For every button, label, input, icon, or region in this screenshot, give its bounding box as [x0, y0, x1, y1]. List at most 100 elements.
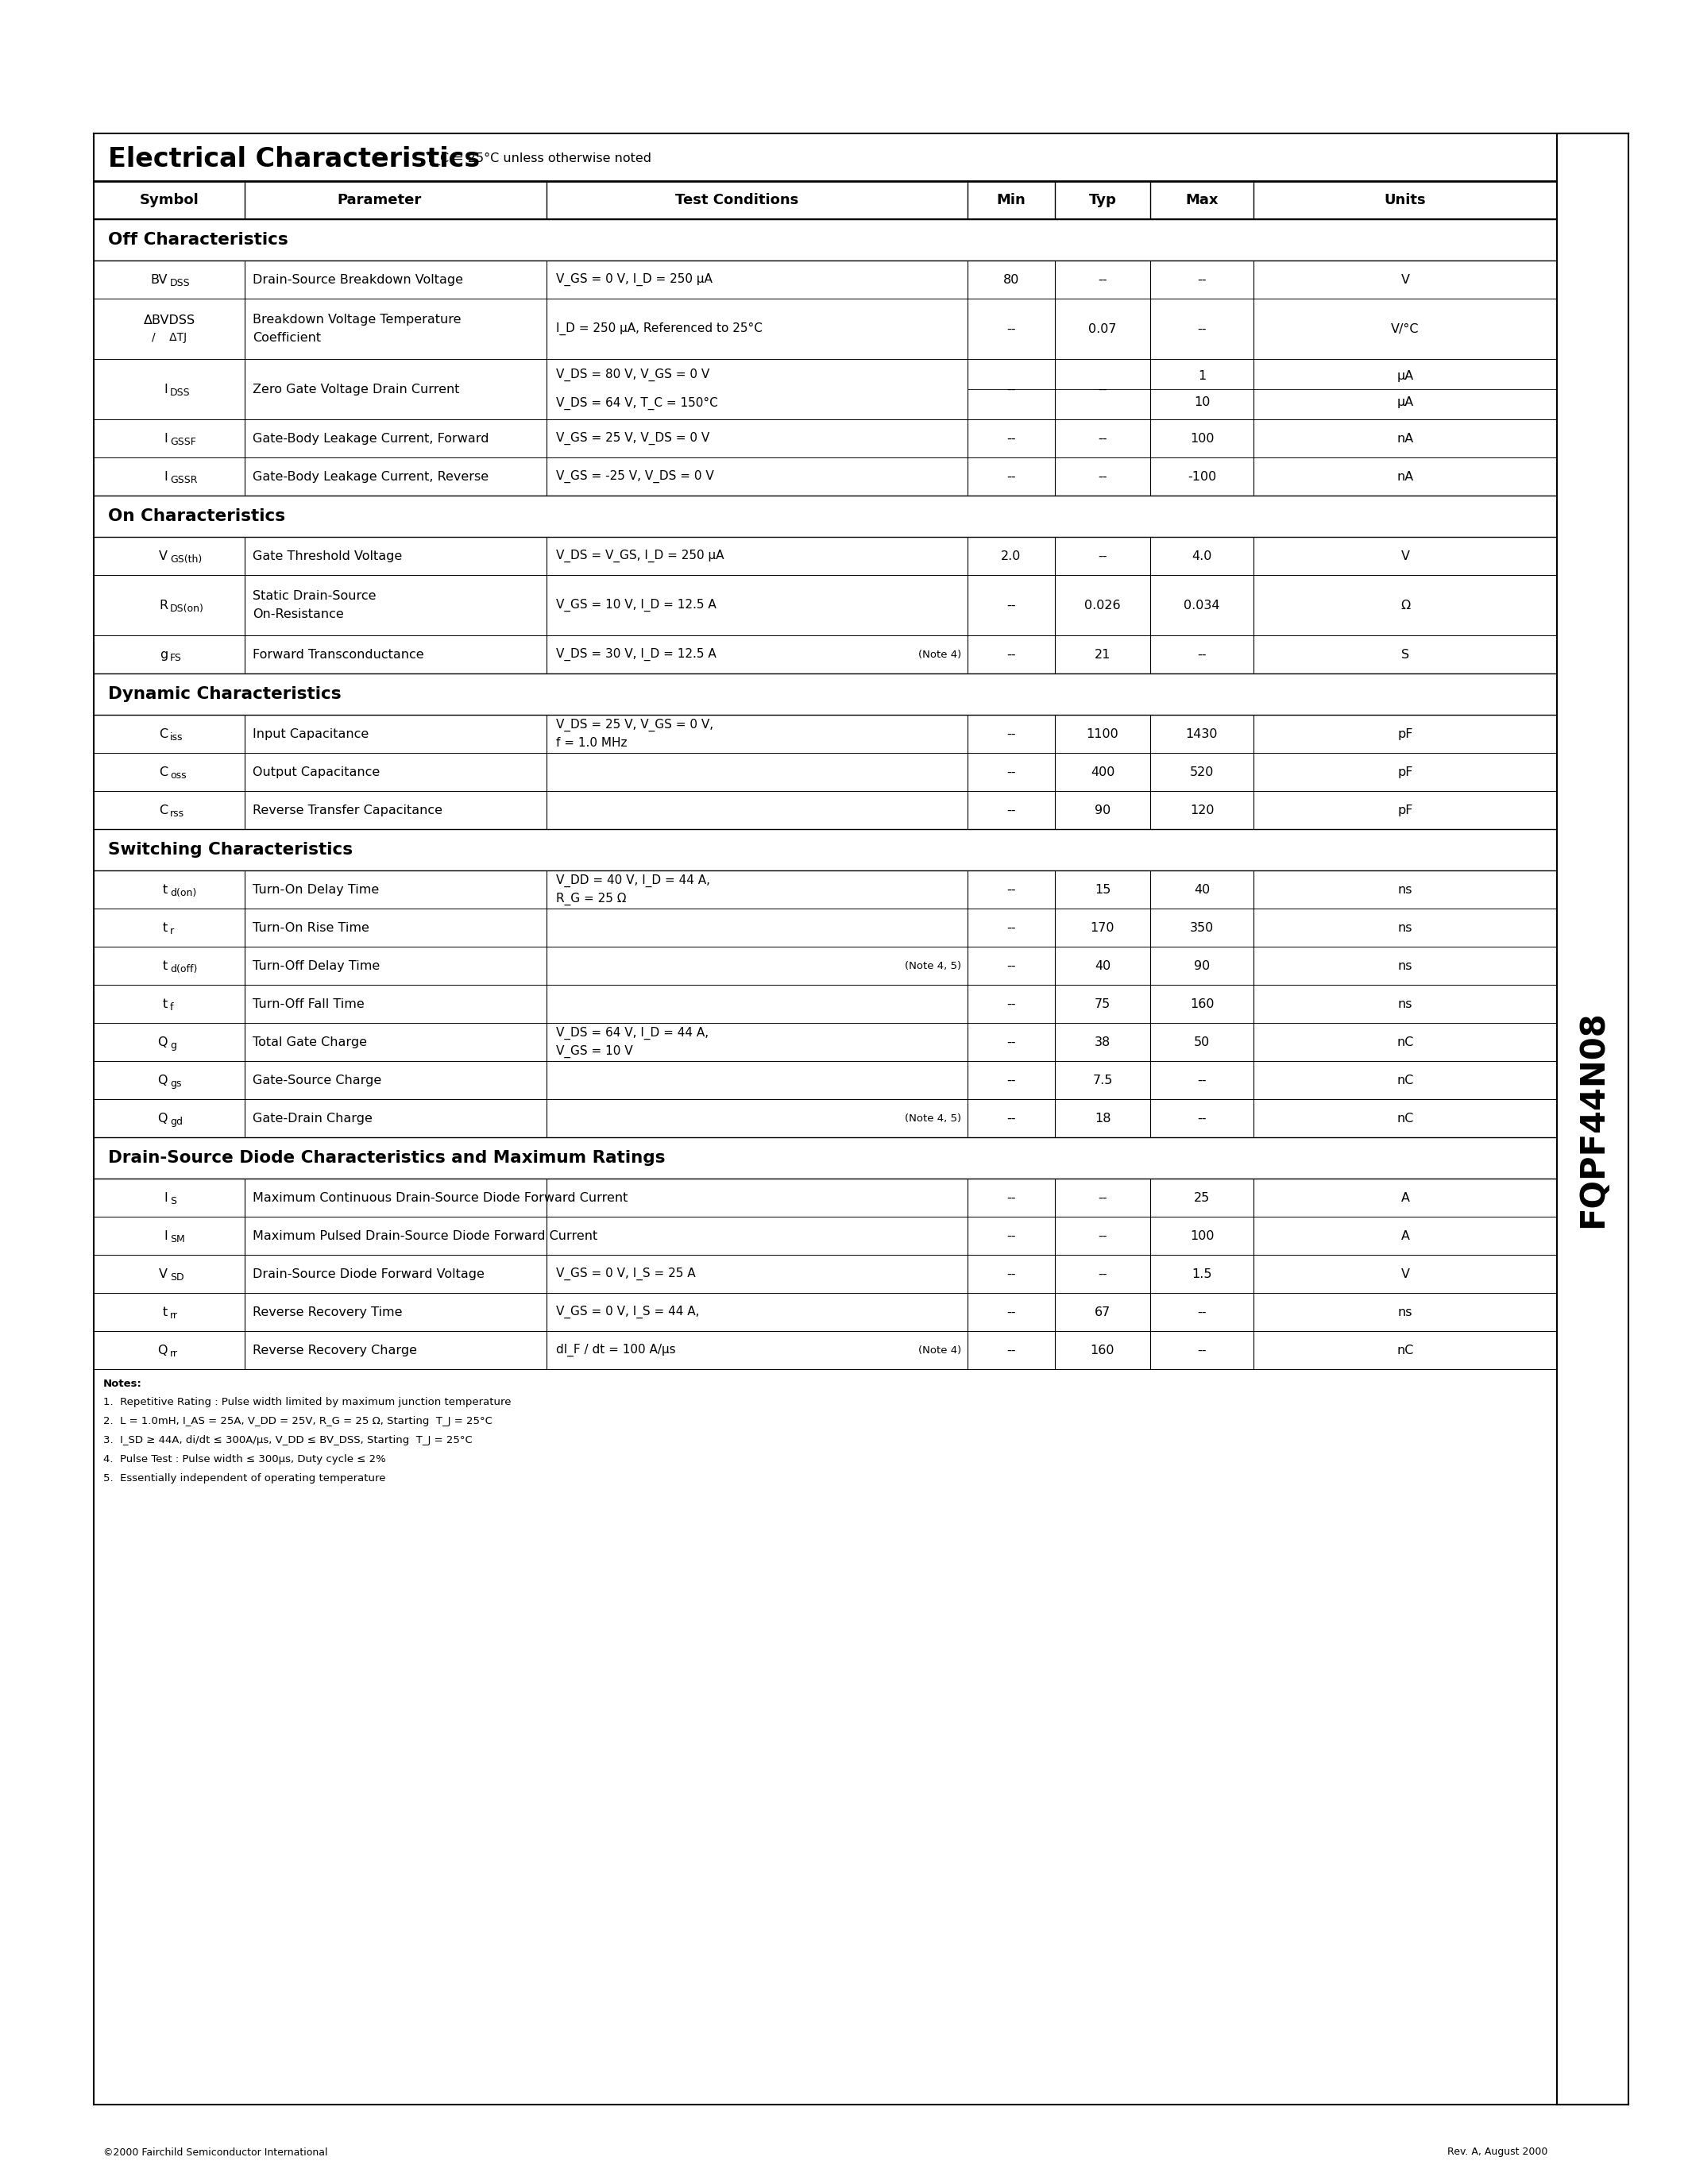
Text: --: -- — [1097, 1192, 1107, 1203]
Text: 10: 10 — [1193, 397, 1210, 408]
Text: d(on): d(on) — [170, 887, 196, 898]
Text: V_DS = 30 V, I_D = 12.5 A: V_DS = 30 V, I_D = 12.5 A — [555, 649, 716, 662]
Text: 5.  Essentially independent of operating temperature: 5. Essentially independent of operating … — [103, 1474, 385, 1483]
Text: Turn-Off Fall Time: Turn-Off Fall Time — [253, 998, 365, 1009]
Text: Coefficient: Coefficient — [253, 332, 321, 343]
Text: --: -- — [1006, 959, 1016, 972]
Text: --: -- — [1097, 382, 1107, 395]
Text: Test Conditions: Test Conditions — [675, 192, 798, 207]
Text: nA: nA — [1396, 432, 1413, 443]
Text: Gate-Body Leakage Current, Forward: Gate-Body Leakage Current, Forward — [253, 432, 490, 443]
Text: V_GS = 0 V, I_S = 44 A,: V_GS = 0 V, I_S = 44 A, — [555, 1306, 699, 1319]
Text: A: A — [1401, 1192, 1409, 1203]
Text: t: t — [162, 959, 167, 972]
Text: (Note 4, 5): (Note 4, 5) — [905, 961, 960, 972]
Text: 50: 50 — [1193, 1035, 1210, 1048]
Text: Maximum Continuous Drain-Source Diode Forward Current: Maximum Continuous Drain-Source Diode Fo… — [253, 1192, 628, 1203]
Text: --: -- — [1006, 432, 1016, 443]
Text: --: -- — [1006, 804, 1016, 817]
Text: On-Resistance: On-Resistance — [253, 609, 344, 620]
Text: C: C — [159, 727, 167, 740]
Text: ns: ns — [1398, 998, 1413, 1009]
Text: R_G = 25 Ω: R_G = 25 Ω — [555, 893, 626, 904]
Text: 520: 520 — [1190, 767, 1214, 778]
Text: ΔBVDSS: ΔBVDSS — [143, 314, 196, 325]
Text: --: -- — [1006, 1075, 1016, 1085]
Text: nC: nC — [1396, 1112, 1415, 1125]
Text: rr: rr — [170, 1310, 177, 1321]
Text: 40: 40 — [1193, 885, 1210, 895]
Text: 1.  Repetitive Rating : Pulse width limited by maximum junction temperature: 1. Repetitive Rating : Pulse width limit… — [103, 1398, 511, 1409]
Text: Total Gate Charge: Total Gate Charge — [253, 1035, 366, 1048]
Text: I: I — [164, 382, 167, 395]
Text: r: r — [170, 926, 174, 937]
Text: g: g — [170, 1040, 176, 1051]
Text: (Note 4): (Note 4) — [918, 649, 960, 660]
Text: I: I — [164, 470, 167, 483]
Text: GSSR: GSSR — [170, 474, 197, 485]
Text: f = 1.0 MHz: f = 1.0 MHz — [555, 736, 628, 749]
Text: --: -- — [1006, 1269, 1016, 1280]
Text: S: S — [170, 1195, 176, 1206]
Text: --: -- — [1097, 432, 1107, 443]
Text: nC: nC — [1396, 1075, 1415, 1085]
Text: oss: oss — [170, 771, 186, 780]
Text: --: -- — [1006, 727, 1016, 740]
Text: I: I — [164, 432, 167, 443]
Text: V_GS = 10 V, I_D = 12.5 A: V_GS = 10 V, I_D = 12.5 A — [555, 598, 716, 612]
Text: --: -- — [1006, 649, 1016, 660]
Text: V_DD = 40 V, I_D = 44 A,: V_DD = 40 V, I_D = 44 A, — [555, 874, 711, 887]
Text: gs: gs — [170, 1079, 182, 1088]
Text: DSS: DSS — [170, 387, 191, 397]
Text: DSS: DSS — [170, 277, 191, 288]
Text: C: C — [159, 767, 167, 778]
Text: Reverse Recovery Charge: Reverse Recovery Charge — [253, 1343, 417, 1356]
Text: --: -- — [1006, 1192, 1016, 1203]
Text: V_GS = 10 V: V_GS = 10 V — [555, 1044, 633, 1057]
Text: Reverse Recovery Time: Reverse Recovery Time — [253, 1306, 402, 1317]
Text: g: g — [159, 649, 167, 660]
Text: (Note 4, 5): (Note 4, 5) — [905, 1114, 960, 1123]
Text: 15: 15 — [1094, 885, 1111, 895]
Text: V: V — [1401, 550, 1409, 561]
Text: V_GS = -25 V, V_DS = 0 V: V_GS = -25 V, V_DS = 0 V — [555, 470, 714, 483]
Text: 1430: 1430 — [1185, 727, 1219, 740]
Text: 350: 350 — [1190, 922, 1214, 933]
Text: Symbol: Symbol — [140, 192, 199, 207]
Text: 160: 160 — [1090, 1343, 1114, 1356]
Text: 1: 1 — [1198, 369, 1205, 382]
Text: 0.034: 0.034 — [1183, 598, 1220, 612]
Text: ns: ns — [1398, 922, 1413, 933]
Text: V_GS = 0 V, I_S = 25 A: V_GS = 0 V, I_S = 25 A — [555, 1267, 695, 1280]
Text: --: -- — [1097, 1230, 1107, 1243]
Text: Maximum Pulsed Drain-Source Diode Forward Current: Maximum Pulsed Drain-Source Diode Forwar… — [253, 1230, 598, 1243]
Text: R: R — [159, 598, 167, 612]
Text: --: -- — [1006, 382, 1016, 395]
Text: --: -- — [1006, 323, 1016, 334]
Text: d(off): d(off) — [170, 963, 197, 974]
Text: Turn-On Delay Time: Turn-On Delay Time — [253, 885, 380, 895]
Text: --: -- — [1097, 550, 1107, 561]
Text: 90: 90 — [1193, 959, 1210, 972]
Text: --: -- — [1097, 470, 1107, 483]
Text: 90: 90 — [1094, 804, 1111, 817]
Text: 25: 25 — [1193, 1192, 1210, 1203]
Text: --: -- — [1197, 273, 1207, 286]
Text: Turn-On Rise Time: Turn-On Rise Time — [253, 922, 370, 933]
Text: V_DS = 64 V, I_D = 44 A,: V_DS = 64 V, I_D = 44 A, — [555, 1026, 709, 1040]
Text: --: -- — [1006, 1230, 1016, 1243]
Text: dI_F / dt = 100 A/μs: dI_F / dt = 100 A/μs — [555, 1343, 675, 1356]
Text: 2.  L = 1.0mH, I_AS = 25A, V_DD = 25V, R_G = 25 Ω, Starting  T_J = 25°C: 2. L = 1.0mH, I_AS = 25A, V_DD = 25V, R_… — [103, 1417, 493, 1426]
Text: --: -- — [1006, 922, 1016, 933]
Text: Units: Units — [1384, 192, 1426, 207]
Text: --: -- — [1097, 273, 1107, 286]
Text: 4.0: 4.0 — [1192, 550, 1212, 561]
Text: V: V — [159, 550, 167, 561]
Text: Drain-Source Breakdown Voltage: Drain-Source Breakdown Voltage — [253, 273, 463, 286]
Text: Off Characteristics: Off Characteristics — [108, 232, 289, 247]
Text: Parameter: Parameter — [338, 192, 422, 207]
Text: Static Drain-Source: Static Drain-Source — [253, 590, 376, 603]
Text: V: V — [159, 1269, 167, 1280]
Text: --: -- — [1006, 1343, 1016, 1356]
Text: f: f — [170, 1002, 174, 1011]
